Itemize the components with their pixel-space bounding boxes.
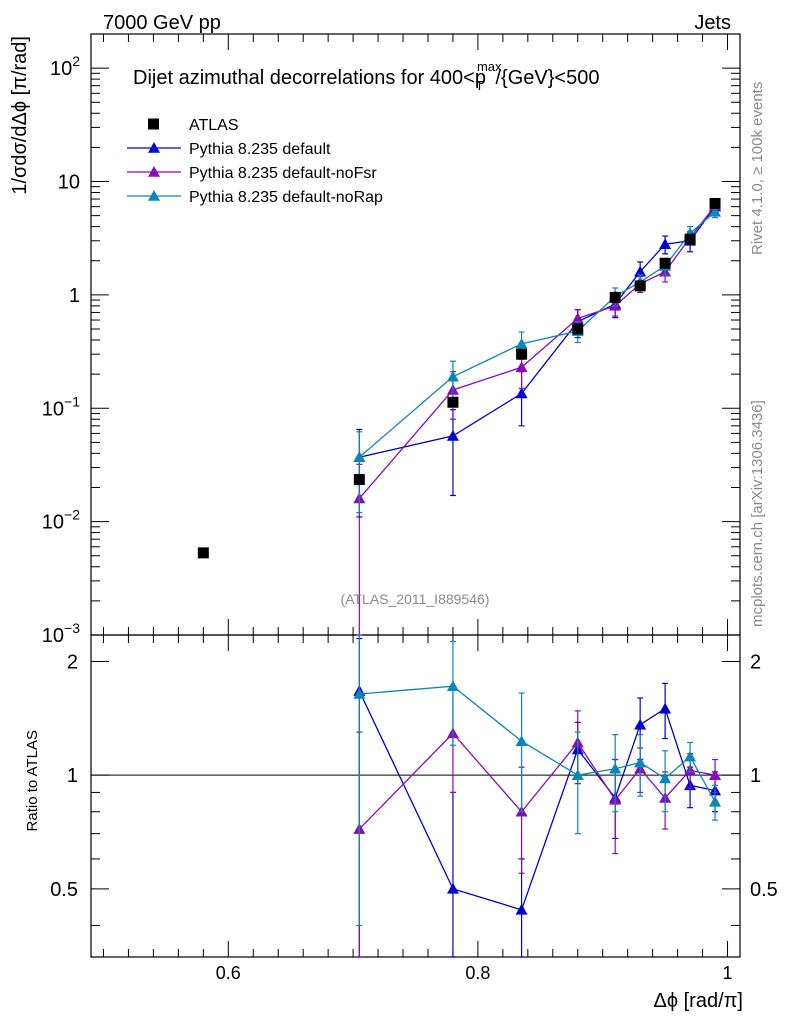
y-tick-exp: 2 — [72, 53, 80, 69]
ratio-point-noRap — [609, 762, 622, 774]
ratio-tick-label-right: 0.5 — [750, 879, 778, 901]
ratio-series-group — [353, 634, 722, 958]
ratio-tick-label-left: 2 — [67, 651, 78, 673]
ratio-y-axis-label: Ratio to ATLAS — [24, 730, 41, 831]
ratio-tick-label-left: 0.5 — [50, 879, 78, 901]
ratio-tick-label-left: 1 — [67, 765, 78, 787]
legend-label: Pythia 8.235 default-noRap — [189, 189, 383, 206]
data-point-noRap — [446, 370, 459, 382]
ratio-line-noRap — [359, 685, 716, 803]
data-point-atlas — [684, 233, 696, 245]
y-tick-exp: −1 — [64, 393, 80, 409]
data-point-noRap — [709, 205, 722, 217]
data-point-noFsr — [571, 312, 584, 324]
legend: ATLAS Pythia 8.235 default Pythia 8.235 de… — [127, 117, 383, 206]
ratio-point-noRap — [446, 680, 459, 691]
data-point-atlas — [572, 323, 584, 335]
ratio-point-noRap — [634, 756, 647, 768]
ratio-tick-label-right: 1 — [750, 765, 761, 787]
y-tick-base: 10 — [42, 398, 64, 420]
title-main: Dijet azimuthal decorrelations for 400<p — [133, 67, 486, 89]
data-point-default — [515, 387, 528, 399]
ratio-point-noRap — [684, 750, 697, 762]
title-rest: /{GeV}<500 — [495, 67, 599, 89]
series-line-noFsr — [358, 205, 716, 499]
legend-item-data: ATLAS — [148, 117, 239, 134]
legend-item-default: Pythia 8.235 default — [127, 141, 331, 158]
main-series-group — [197, 197, 722, 636]
ratio-tick-label-right: 2 — [750, 651, 761, 673]
legend-label: Pythia 8.235 default-noFsr — [189, 165, 377, 182]
data-point-atlas — [609, 291, 621, 303]
data-point-atlas — [353, 474, 365, 486]
legend-marker — [148, 118, 159, 130]
ratio-point-default — [634, 718, 647, 730]
series-noRap — [353, 205, 722, 514]
y-tick-exp: −3 — [64, 620, 80, 636]
y-axis-label: 1/σdσ/dΔϕ [π/rad] — [9, 36, 31, 195]
ratio-point-default — [446, 882, 459, 894]
legend-marker — [148, 142, 160, 153]
y-tick-label: 1 — [69, 285, 80, 307]
y-tick-label: 10−2 — [42, 507, 80, 534]
jets-label: Jets — [694, 12, 731, 34]
ratio-point-noRap — [353, 688, 366, 699]
ratio-series-noRap — [353, 634, 722, 927]
energy-label: 7000 GeV pp — [103, 12, 221, 34]
y-tick-label: 10 — [58, 172, 80, 194]
x-axis-label: Δϕ [rad/π] — [654, 990, 744, 1012]
ratio-point-noRap — [515, 735, 528, 746]
data-point-atlas — [709, 197, 721, 209]
series-atlas — [197, 197, 721, 559]
legend-label: ATLAS — [189, 117, 239, 134]
chart-title: Dijet azimuthal decorrelations for 400<p… — [133, 59, 599, 93]
y-tick-label: 10−3 — [42, 620, 80, 647]
data-point-atlas — [659, 257, 671, 269]
legend-label: Pythia 8.235 default — [189, 141, 331, 158]
legend-marker — [148, 166, 160, 177]
y-tick-label: 102 — [50, 53, 80, 80]
y-tick-label: 10−1 — [42, 393, 80, 420]
data-point-noFsr — [515, 361, 528, 373]
series-line-default — [359, 206, 716, 458]
ratio-point-noFsr — [709, 769, 722, 780]
title-sup: max — [477, 59, 502, 74]
data-point-atlas — [634, 280, 646, 292]
data-point-noRap — [515, 337, 528, 349]
ratio-point-noRap — [659, 772, 672, 784]
x-tick-label: 0.6 — [216, 963, 241, 983]
ratio-axis-ticks: 0.6 0.8 1 2 2 1 1 0.5 0.5 — [50, 635, 778, 983]
ratio-point-noRap — [709, 795, 722, 807]
ratio-point-default — [515, 903, 528, 915]
y-tick-base: 10 — [50, 58, 72, 80]
legend-item-noFsr: Pythia 8.235 default-noFsr — [127, 165, 377, 182]
ratio-point-noRap — [571, 769, 584, 780]
data-point-atlas — [447, 396, 459, 408]
data-point-noRap — [353, 451, 366, 463]
legend-marker — [148, 190, 160, 201]
data-point-default — [446, 429, 459, 441]
rivet-version-label: Rivet 4.1.0, ≥ 100k events — [749, 82, 766, 255]
title-sub: T — [476, 78, 484, 93]
y-tick-base: 10 — [42, 512, 64, 534]
x-tick-label: 1 — [723, 963, 733, 983]
analysis-id: (ATLAS_2011_I889546) — [341, 591, 490, 607]
ratio-plot-frame — [90, 634, 741, 958]
series-default — [353, 199, 722, 518]
y-tick-exp: −2 — [64, 507, 80, 523]
data-point-default — [634, 265, 647, 277]
ratio-series-noFsr — [353, 689, 722, 958]
mcplots-label: mcplots.cern.ch [arXiv:1306.3436] — [749, 400, 766, 627]
data-point-atlas — [197, 547, 209, 559]
ratio-point-default — [659, 702, 672, 714]
data-point-atlas — [516, 348, 528, 360]
data-point-default — [659, 238, 672, 249]
legend-item-noRap: Pythia 8.235 default-noRap — [127, 189, 383, 206]
y-tick-base: 10 — [42, 625, 64, 647]
x-tick-label: 0.8 — [465, 963, 490, 983]
